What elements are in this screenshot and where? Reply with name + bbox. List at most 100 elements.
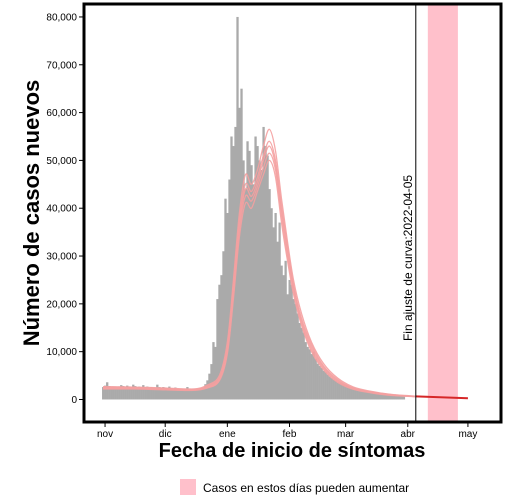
case-bar bbox=[148, 387, 151, 400]
case-bar bbox=[346, 387, 349, 400]
case-bar bbox=[204, 384, 207, 400]
case-bar bbox=[332, 379, 335, 400]
case-bar bbox=[252, 184, 255, 400]
case-bar bbox=[336, 382, 339, 400]
x-axis-title: Fecha de inicio de síntomas bbox=[159, 440, 426, 462]
case-bar bbox=[202, 388, 205, 400]
case-bar bbox=[226, 213, 229, 400]
case-bar bbox=[372, 393, 375, 400]
case-bar bbox=[390, 395, 394, 400]
y-tick-label: 0 bbox=[71, 395, 77, 406]
case-bar bbox=[106, 382, 109, 400]
x-tick-label: ene bbox=[219, 429, 236, 440]
case-bar bbox=[182, 388, 185, 400]
case-bar bbox=[402, 396, 406, 400]
case-bar bbox=[110, 388, 113, 400]
case-bar bbox=[118, 386, 121, 400]
case-bar bbox=[206, 380, 209, 400]
case-bar bbox=[228, 179, 231, 400]
case-bar bbox=[104, 385, 107, 400]
case-bar bbox=[236, 16, 239, 400]
case-bar bbox=[132, 384, 135, 400]
y-tick-label: 70,000 bbox=[46, 60, 77, 71]
case-bar bbox=[262, 126, 265, 400]
case-bar bbox=[344, 386, 347, 400]
case-bar bbox=[154, 388, 157, 400]
x-tick-label: abr bbox=[401, 429, 416, 440]
case-bar bbox=[328, 376, 331, 400]
case-bar bbox=[230, 136, 233, 400]
case-bar bbox=[150, 387, 153, 400]
vline-layer: Fin ajuste de curva:2022-04-05 bbox=[401, 5, 417, 421]
y-axis-title: Número de casos nuevos bbox=[19, 80, 44, 347]
case-bar bbox=[296, 313, 299, 400]
case-bar bbox=[384, 394, 388, 400]
case-bar bbox=[310, 354, 313, 400]
case-bar bbox=[340, 383, 343, 400]
case-bar bbox=[358, 390, 361, 400]
case-bar bbox=[222, 251, 225, 400]
y-tick-label: 40,000 bbox=[46, 204, 77, 215]
case-bar bbox=[322, 370, 325, 400]
case-bar bbox=[158, 387, 161, 400]
case-bar bbox=[244, 189, 247, 400]
case-bar bbox=[326, 374, 329, 400]
case-bar bbox=[288, 279, 291, 400]
case-bar bbox=[304, 342, 307, 400]
y-tick-label: 80,000 bbox=[46, 12, 77, 23]
plot-frame bbox=[82, 2, 503, 424]
case-bar bbox=[316, 363, 319, 400]
case-bar bbox=[314, 358, 317, 400]
case-bar bbox=[184, 389, 187, 400]
case-bar bbox=[170, 388, 173, 400]
case-bar bbox=[240, 88, 243, 400]
y-tick-label: 30,000 bbox=[46, 252, 77, 263]
case-bar bbox=[354, 388, 357, 400]
case-bar bbox=[180, 388, 183, 400]
x-tick-label: feb bbox=[283, 429, 297, 440]
case-bar bbox=[196, 389, 199, 400]
case-bar bbox=[200, 388, 203, 400]
case-bar bbox=[164, 387, 167, 400]
case-bar bbox=[302, 332, 305, 400]
case-bar bbox=[306, 346, 309, 400]
case-bar bbox=[248, 150, 251, 400]
case-bar bbox=[386, 395, 390, 400]
case-bar bbox=[350, 388, 353, 400]
case-bar bbox=[114, 386, 117, 400]
projection-line bbox=[415, 395, 468, 400]
case-bar bbox=[382, 394, 386, 400]
case-bar bbox=[130, 387, 133, 400]
case-bar bbox=[294, 303, 297, 400]
case-bar bbox=[266, 155, 269, 400]
case-bar bbox=[134, 386, 137, 400]
case-bar bbox=[400, 396, 404, 400]
case-bar bbox=[212, 342, 215, 400]
case-bar bbox=[268, 189, 271, 400]
case-bar bbox=[122, 386, 125, 400]
case-bar bbox=[224, 198, 227, 400]
case-bar bbox=[388, 395, 392, 400]
case-bar bbox=[276, 241, 279, 400]
case-bar bbox=[280, 265, 283, 400]
case-bar bbox=[254, 136, 257, 400]
bars-layer bbox=[102, 16, 406, 400]
case-bar bbox=[210, 364, 213, 400]
case-bar bbox=[308, 349, 311, 400]
case-bar bbox=[140, 387, 143, 400]
case-bar bbox=[166, 388, 169, 400]
case-bar bbox=[338, 382, 341, 400]
case-bar bbox=[362, 391, 365, 400]
case-bar bbox=[172, 388, 175, 400]
case-bar bbox=[188, 388, 191, 400]
case-bar bbox=[398, 396, 402, 400]
case-bar bbox=[256, 146, 259, 400]
case-bar bbox=[360, 390, 363, 400]
case-bar bbox=[186, 387, 189, 400]
case-bar bbox=[168, 386, 171, 400]
case-bar bbox=[116, 387, 119, 400]
fit-curve bbox=[102, 128, 416, 397]
case-bar bbox=[356, 389, 359, 400]
legend-label: Casos en estos días pueden aumentar bbox=[203, 481, 409, 495]
